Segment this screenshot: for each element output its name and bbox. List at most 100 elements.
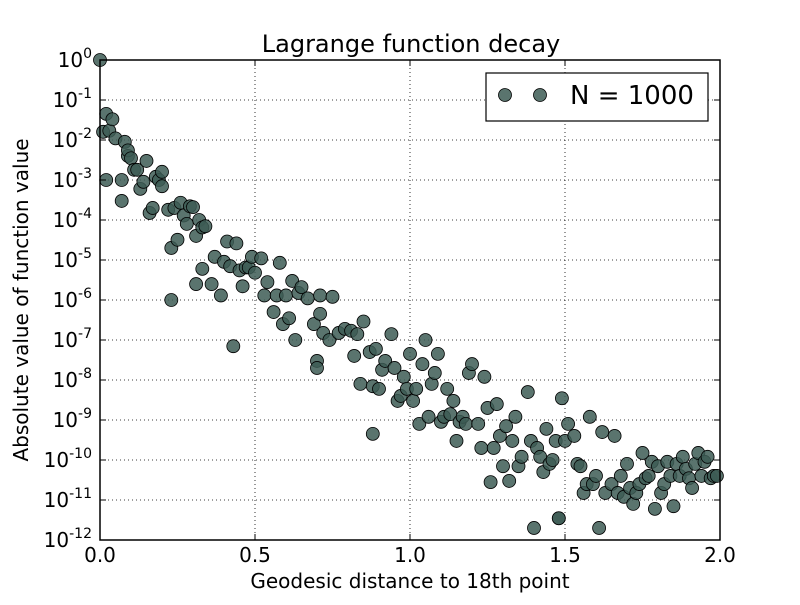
x-tick-label: 0.5 [239,543,271,567]
data-point [483,475,498,490]
y-tick-label: 10-5 [53,246,92,272]
data-point [427,366,442,380]
data-point [589,469,603,483]
data-point [368,341,383,356]
data-point [710,469,724,483]
data-point [384,327,399,342]
data-points [93,53,724,535]
data-point [635,446,650,460]
data-point [372,381,386,396]
y-tick-label: 100 [58,46,92,72]
data-point [266,305,281,319]
data-point [310,361,324,375]
data-point [229,236,244,251]
data-point [186,200,200,215]
data-point [561,416,575,431]
data-point [409,381,424,396]
data-point [641,469,656,483]
data-point [496,459,510,474]
chart-title: Lagrange function decay [262,30,561,58]
data-point [474,441,489,455]
data-point [396,369,411,384]
data-point [520,385,535,399]
data-point [170,232,185,247]
data-point [573,459,588,474]
data-point [105,112,120,127]
data-point [620,456,634,471]
data-point [347,349,362,363]
data-point [313,306,328,321]
data-point [505,434,520,448]
data-point [486,441,501,455]
data-point [551,511,566,526]
data-point [406,394,421,408]
x-tick-label: 0.0 [84,543,116,567]
y-tick-label: 10-3 [53,166,92,192]
data-point [648,501,662,516]
data-point [179,216,194,231]
data-point [471,416,486,431]
data-point [114,173,129,187]
y-tick-label: 10-11 [44,486,92,512]
data-point [155,164,169,179]
data-point [508,409,523,424]
data-point [356,314,371,329]
data-point [489,397,504,411]
y-tick-label: 10-4 [53,206,93,232]
data-point [282,311,297,326]
data-point [449,434,464,448]
data-point [114,194,129,208]
data-point [325,289,340,304]
x-tick-label: 1.5 [549,543,581,567]
data-point [430,346,445,361]
x-axis-label: Geodesic distance to 18th point [250,569,569,593]
data-point [387,361,402,375]
data-point [539,421,554,436]
data-point [666,499,681,514]
y-tick-label: 10-6 [53,286,93,312]
data-point [248,265,262,280]
data-point [446,394,461,408]
data-point [279,288,293,303]
data-point [300,291,315,306]
y-tick-label: 10-1 [53,86,92,112]
legend-marker [498,88,512,102]
data-point [582,409,597,424]
y-ticks: 100 10-1 10-2 10-3 10-4 10-5 10-6 10-7 10-8 10-9 1… [44,46,720,552]
data-point [403,346,417,361]
data-point [421,409,436,424]
data-point [124,151,138,166]
x-ticks: 0.0 0.5 1.0 1.5 2.0 [84,60,736,567]
data-point [139,154,154,168]
data-point [204,277,219,291]
data-point [458,416,473,431]
data-point [260,275,275,290]
data-point [288,333,303,347]
legend-label: N = 1000 [570,81,694,111]
data-point [213,288,228,303]
data-point [700,449,715,464]
data-point [499,419,514,434]
data-point [350,327,365,342]
data-point [502,474,517,488]
data-point [613,469,628,483]
data-point [272,255,287,270]
data-point [378,354,393,368]
data-point [226,339,241,354]
data-point [415,357,430,371]
data-point [254,251,269,266]
data-point [235,279,250,294]
data-point [145,201,160,215]
data-point [189,277,204,291]
data-point [313,288,328,303]
data-point [675,449,690,464]
y-tick-label: 10-9 [53,406,92,432]
data-point [492,429,507,443]
data-point [353,376,368,391]
data-point [418,333,433,347]
data-point [567,429,582,443]
y-tick-label: 10-8 [53,366,92,392]
data-point [527,521,541,535]
